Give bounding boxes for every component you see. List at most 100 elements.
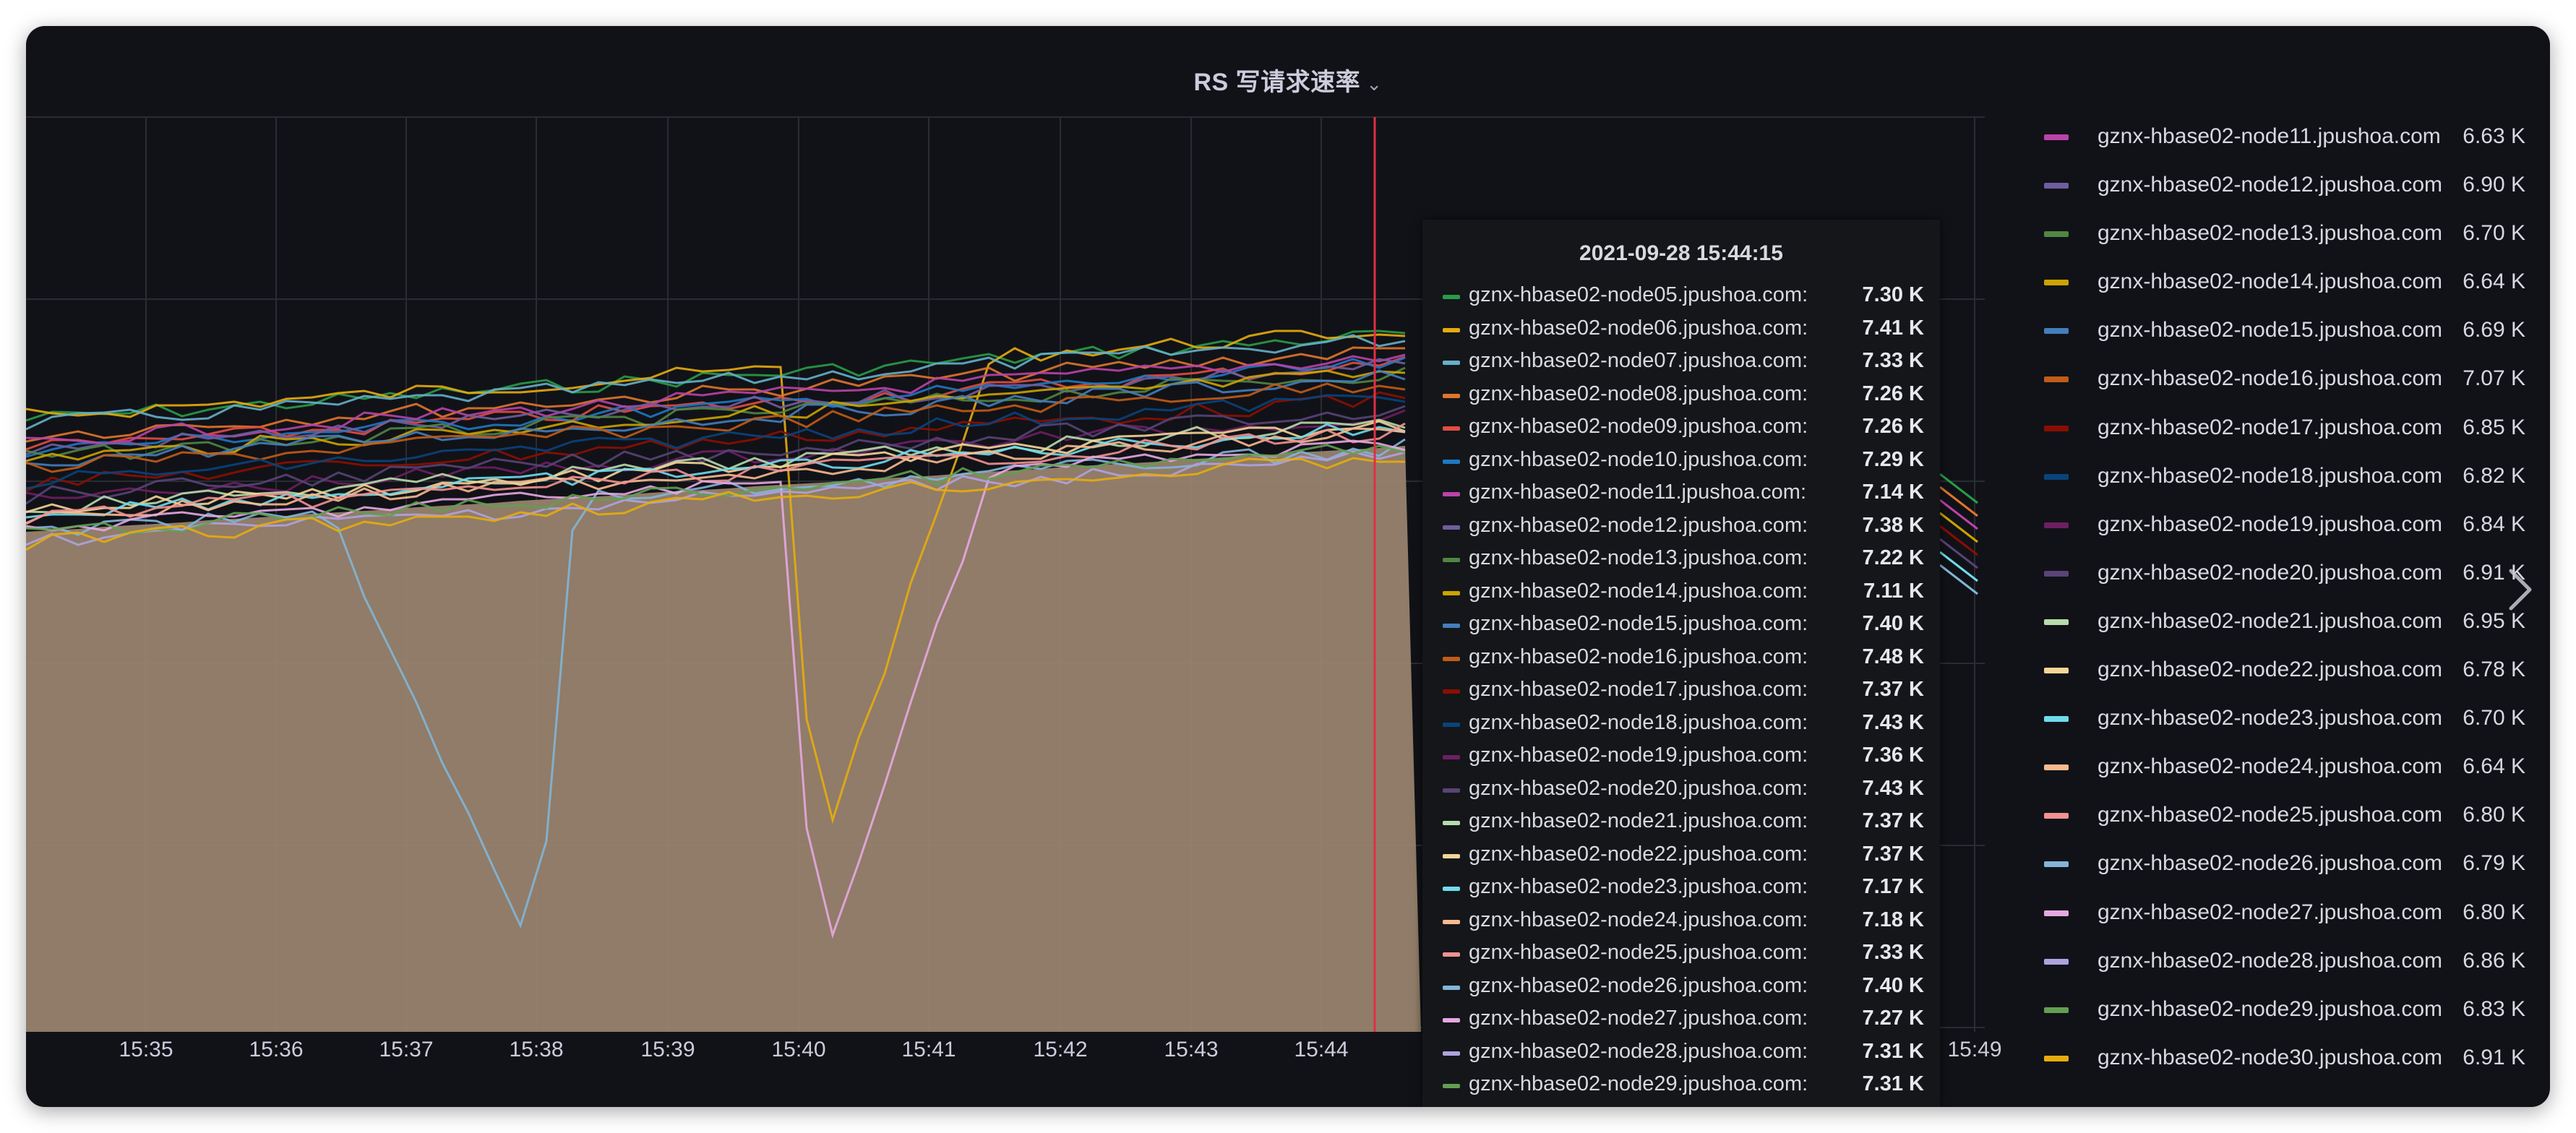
- tooltip-swatch: [1443, 426, 1460, 431]
- legend-item[interactable]: gznx-hbase02-node21.jpushoa.com 6.95 K: [2022, 598, 2550, 646]
- graph-panel: RS 写请求速率 ⌄ 15:35 15:36 15:37 15:38 15:39 15:40…: [26, 26, 2550, 1107]
- legend-item[interactable]: gznx-hbase02-node30.jpushoa.com 6.91 K: [2022, 1034, 2550, 1082]
- legend-item[interactable]: gznx-hbase02-node24.jpushoa.com 6.64 K: [2022, 743, 2550, 791]
- tooltip-swatch: [1443, 689, 1460, 694]
- tooltip-label: gznx-hbase02-node10.jpushoa.com:: [1469, 447, 1808, 471]
- tooltip-label: gznx-hbase02-node17.jpushoa.com:: [1469, 678, 1808, 701]
- chevron-right-icon[interactable]: [2498, 561, 2541, 619]
- legend-value: 6.64 K: [2463, 270, 2525, 294]
- tooltip-label: gznx-hbase02-node08.jpushoa.com:: [1469, 382, 1808, 405]
- legend-label: gznx-hbase02-node29.jpushoa.com: [2098, 996, 2442, 1021]
- chevron-down-icon[interactable]: ⌄: [1366, 73, 1383, 95]
- series-line-24: [26, 450, 1406, 546]
- tooltip-value: 7.31 K: [1862, 1072, 1924, 1095]
- legend-item[interactable]: gznx-hbase02-node29.jpushoa.com 6.83 K: [2022, 986, 2550, 1034]
- series-line-tail: [1939, 564, 1978, 595]
- tooltip-row: gznx-hbase02-node19.jpushoa.com: 7.36 K: [1422, 739, 1940, 772]
- legend-label: gznx-hbase02-node16.jpushoa.com: [2098, 366, 2442, 391]
- series-area-fill: [26, 446, 1421, 1032]
- series-line-tail: [1939, 473, 1978, 504]
- tooltip-row: gznx-hbase02-node23.jpushoa.com: 7.17 K: [1422, 871, 1940, 904]
- legend-label: gznx-hbase02-node26.jpushoa.com: [2098, 851, 2442, 876]
- legend-value: 6.70 K: [2463, 221, 2525, 246]
- tooltip-row: gznx-hbase02-node22.jpushoa.com: 7.37 K: [1422, 838, 1940, 871]
- legend-swatch: [2044, 522, 2069, 528]
- series-line-26: [26, 457, 1405, 551]
- tooltip-label: gznx-hbase02-node27.jpushoa.com:: [1469, 1007, 1808, 1030]
- tooltip-label: gznx-hbase02-node20.jpushoa.com:: [1469, 776, 1808, 800]
- legend-value: 6.84 K: [2463, 512, 2525, 536]
- tooltip-swatch: [1443, 327, 1460, 332]
- legend-item[interactable]: gznx-hbase02-node13.jpushoa.com 6.70 K: [2022, 210, 2550, 258]
- tooltip-value: 7.31 K: [1862, 1039, 1924, 1063]
- legend-item[interactable]: gznx-hbase02-node26.jpushoa.com 6.79 K: [2022, 840, 2550, 888]
- legend-item[interactable]: gznx-hbase02-node18.jpushoa.com 6.82 K: [2022, 452, 2550, 501]
- legend-item[interactable]: gznx-hbase02-node23.jpushoa.com 6.70 K: [2022, 694, 2550, 743]
- tooltip-value: 7.48 K: [1862, 645, 1924, 668]
- tooltip-value: 7.43 K: [1862, 710, 1924, 734]
- x-tick-label: 15:49: [1947, 1038, 2002, 1061]
- tooltip-row: gznx-hbase02-node25.jpushoa.com: 7.33 K: [1422, 936, 1940, 970]
- chart-canvas[interactable]: [26, 26, 2550, 1107]
- tooltip-label: gznx-hbase02-node07.jpushoa.com:: [1469, 349, 1808, 372]
- legend-item[interactable]: gznx-hbase02-node11.jpushoa.com 6.63 K: [2022, 113, 2550, 161]
- tooltip-row: gznx-hbase02-node10.jpushoa.com: 7.29 K: [1422, 444, 1940, 477]
- legend-swatch: [2044, 1007, 2069, 1013]
- tooltip-swatch: [1443, 1051, 1460, 1056]
- panel-title[interactable]: RS 写请求速率 ⌄: [26, 62, 2550, 98]
- legend-swatch: [2044, 1055, 2069, 1061]
- tooltip-swatch: [1443, 985, 1460, 990]
- legend-item[interactable]: gznx-hbase02-node12.jpushoa.com 6.90 K: [2022, 161, 2550, 210]
- x-tick-label: 15:38: [509, 1038, 564, 1061]
- series-line-20: [26, 427, 1406, 525]
- series-line-21: [26, 422, 1406, 525]
- tooltip-label: gznx-hbase02-node29.jpushoa.com:: [1469, 1072, 1808, 1095]
- legend-label: gznx-hbase02-node15.jpushoa.com: [2098, 318, 2442, 343]
- legend-item[interactable]: gznx-hbase02-node20.jpushoa.com 6.91 K: [2022, 549, 2550, 598]
- tooltip-row: gznx-hbase02-node13.jpushoa.com: 7.22 K: [1422, 542, 1940, 575]
- tooltip-label: gznx-hbase02-node09.jpushoa.com:: [1469, 415, 1808, 438]
- tooltip-swatch: [1443, 525, 1460, 530]
- tooltip-label: gznx-hbase02-node15.jpushoa.com:: [1469, 612, 1808, 635]
- tooltip-swatch: [1443, 624, 1460, 628]
- legend-item[interactable]: gznx-hbase02-node19.jpushoa.com 6.84 K: [2022, 501, 2550, 549]
- legend-value: 6.83 K: [2463, 996, 2525, 1021]
- tooltip-value: 7.26 K: [1862, 382, 1924, 405]
- legend-value: 6.86 K: [2463, 948, 2525, 973]
- legend-value: 6.80 K: [2463, 900, 2525, 924]
- legend-item[interactable]: gznx-hbase02-node28.jpushoa.com 6.86 K: [2022, 937, 2550, 986]
- legend-item[interactable]: gznx-hbase02-node15.jpushoa.com 6.69 K: [2022, 306, 2550, 355]
- series-line-12: [26, 382, 1406, 473]
- legend-label: gznx-hbase02-node12.jpushoa.com: [2098, 173, 2442, 197]
- legend-value: 6.63 K: [2463, 124, 2525, 148]
- tooltip-value: 7.33 K: [1862, 349, 1924, 372]
- legend-label: gznx-hbase02-node27.jpushoa.com: [2098, 900, 2442, 924]
- tooltip-label: gznx-hbase02-node21.jpushoa.com:: [1469, 809, 1808, 832]
- tooltip-value: 7.30 K: [1862, 283, 1924, 306]
- legend-swatch: [2044, 668, 2069, 674]
- legend-swatch: [2044, 958, 2069, 965]
- tooltip-row: gznx-hbase02-node28.jpushoa.com: 7.31 K: [1422, 1035, 1940, 1069]
- tooltip-swatch: [1443, 590, 1460, 595]
- legend-value: 6.70 K: [2463, 706, 2525, 731]
- legend-item[interactable]: gznx-hbase02-node14.jpushoa.com 6.64 K: [2022, 258, 2550, 306]
- legend-value: 6.80 K: [2463, 803, 2525, 827]
- tooltip-value: 7.17 K: [1862, 875, 1924, 898]
- series-line-tail: [1939, 551, 1978, 582]
- legend-item[interactable]: gznx-hbase02-node27.jpushoa.com 6.80 K: [2022, 889, 2550, 937]
- tooltip-time: 2021-09-28 15:44:15: [1579, 241, 1783, 265]
- panel-title-text[interactable]: RS 写请求速率: [1193, 69, 1361, 96]
- tooltip-label: gznx-hbase02-node14.jpushoa.com:: [1469, 579, 1808, 603]
- legend-item[interactable]: gznx-hbase02-node22.jpushoa.com 6.78 K: [2022, 646, 2550, 694]
- tooltip-label: gznx-hbase02-node19.jpushoa.com:: [1469, 744, 1808, 767]
- legend-item[interactable]: gznx-hbase02-node25.jpushoa.com 6.80 K: [2022, 791, 2550, 840]
- tooltip-row: gznx-hbase02-node08.jpushoa.com: 7.26 K: [1422, 378, 1940, 411]
- tooltip-row: gznx-hbase02-node20.jpushoa.com: 7.43 K: [1422, 772, 1940, 806]
- legend-label: gznx-hbase02-node20.jpushoa.com: [2098, 560, 2442, 585]
- legend-item[interactable]: gznx-hbase02-node16.jpushoa.com 7.07 K: [2022, 355, 2550, 403]
- tooltip-swatch: [1443, 393, 1460, 398]
- legend-item[interactable]: gznx-hbase02-node17.jpushoa.com 6.85 K: [2022, 404, 2550, 452]
- tooltip-row: gznx-hbase02-node07.jpushoa.com: 7.33 K: [1422, 345, 1940, 378]
- x-tick-label: 15:42: [1033, 1038, 1088, 1061]
- tooltip-row: gznx-hbase02-node26.jpushoa.com: 7.40 K: [1422, 970, 1940, 1003]
